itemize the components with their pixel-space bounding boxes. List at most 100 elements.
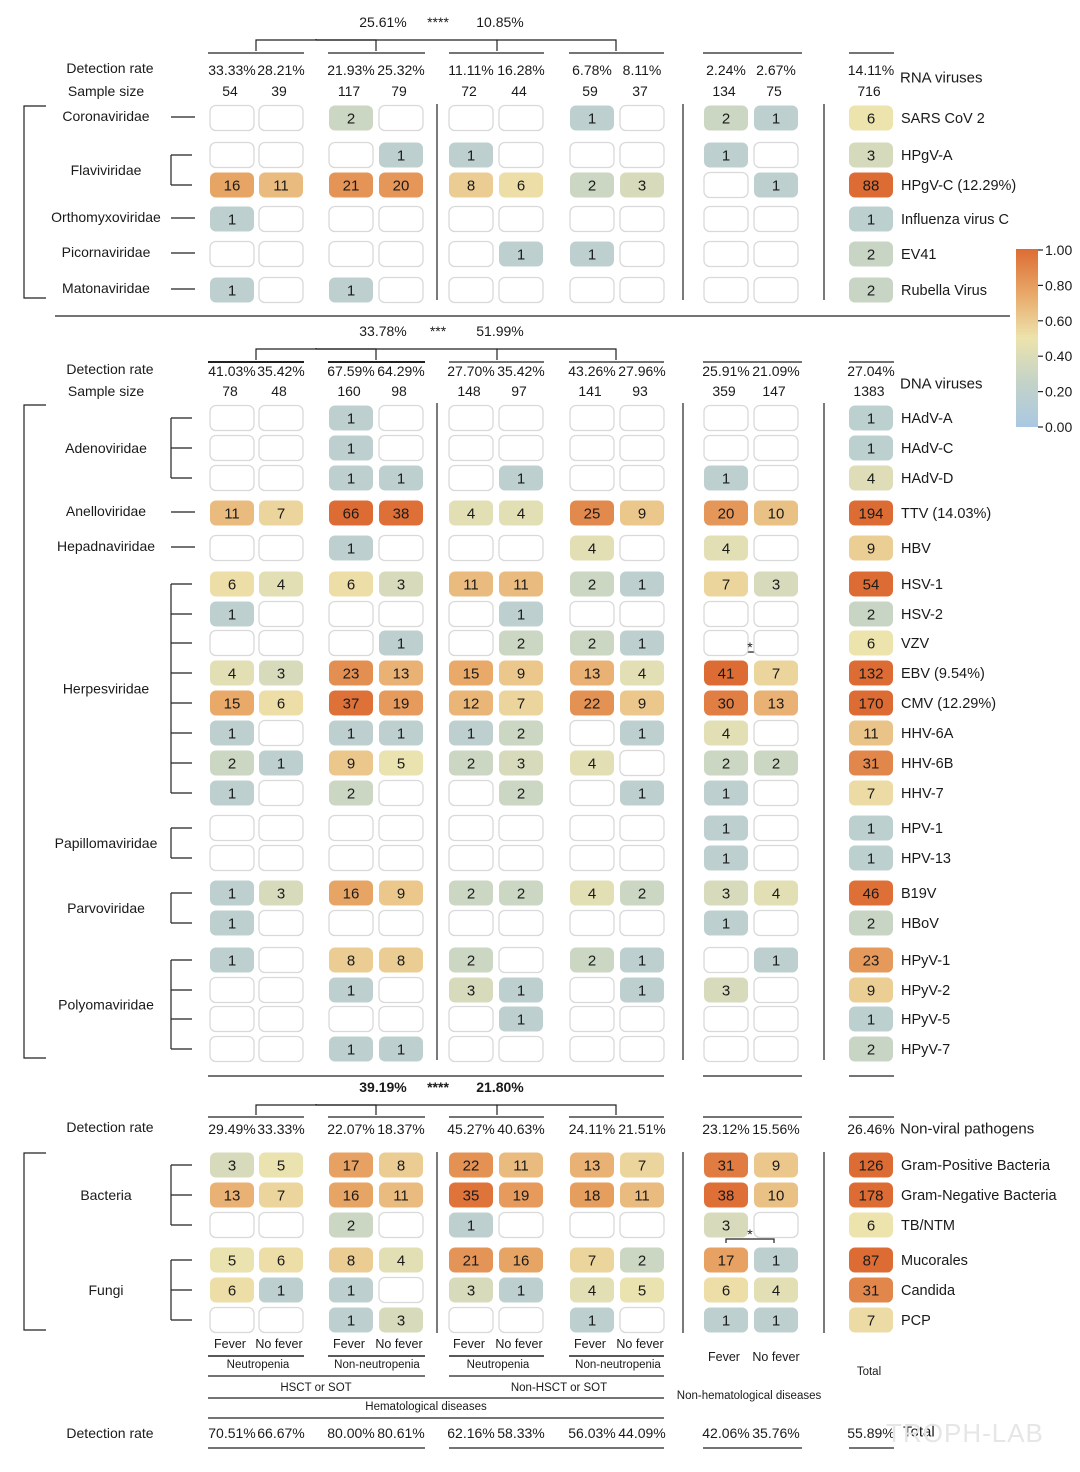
- total-value: 6: [867, 1218, 875, 1235]
- total-cell: [849, 435, 893, 461]
- cell-value: 35: [463, 1188, 480, 1205]
- heatmap-cell: [619, 240, 665, 268]
- heatmap-cell: [498, 276, 544, 304]
- heatmap-cell: [378, 1005, 424, 1033]
- heatmap-cell: [378, 1276, 424, 1304]
- heatmap-cell: [753, 240, 799, 268]
- cells-layer: [209, 104, 1038, 1334]
- cell-value: 9: [397, 886, 405, 903]
- heatmap-cell: [704, 1212, 748, 1238]
- total-detection-value: 66.67%: [257, 1425, 304, 1441]
- heatmap-cell: [329, 1212, 373, 1238]
- cell-value: 9: [772, 1158, 780, 1175]
- cell-value: 1: [517, 1012, 525, 1029]
- total-value: 6: [867, 111, 875, 128]
- comparison-bracket-left: [255, 1104, 377, 1115]
- cell-value: 4: [722, 726, 730, 743]
- pathogen-label: TTV (14.03%): [901, 506, 991, 522]
- heatmap-cell: [449, 720, 493, 746]
- pathogen-label: PCP: [901, 1313, 931, 1329]
- detection-rate-value: 27.96%: [618, 363, 665, 379]
- heatmap-cell: [329, 277, 373, 303]
- comparison-left-rate: 39.19%: [359, 1079, 407, 1095]
- cell-value: 11: [513, 1158, 529, 1175]
- cell-value: 1: [347, 983, 355, 1000]
- cell-value: 23: [343, 666, 360, 683]
- total-cell: [849, 630, 893, 656]
- heatmap-cell: [498, 534, 544, 562]
- total-value: 126: [858, 1158, 883, 1175]
- total-detection-value: 80.00%: [327, 1425, 374, 1441]
- heatmap-cell: [210, 750, 254, 776]
- heatmap-cell: [570, 105, 614, 131]
- comparison-left-rate: 33.78%: [359, 323, 406, 339]
- cell-value: 6: [277, 1253, 285, 1270]
- heatmap-cell: [329, 1277, 373, 1303]
- cell-value: 1: [347, 726, 355, 743]
- total-cell: [849, 690, 893, 716]
- cell-value: 8: [347, 953, 355, 970]
- heatmap-cell: [620, 500, 664, 526]
- cell-value: 1: [638, 786, 646, 803]
- heatmap-cell: [570, 500, 614, 526]
- sample-size-value: 359: [712, 383, 736, 399]
- heatmap-cell: [379, 465, 423, 491]
- cell-value: 4: [722, 541, 730, 558]
- heatmap-cell: [378, 205, 424, 233]
- heatmap-cell: [570, 172, 614, 198]
- heatmap-cell: [449, 172, 493, 198]
- pathogen-label: HPV-1: [901, 821, 943, 837]
- total-cell: [849, 405, 893, 431]
- cell-value: 1: [228, 886, 236, 903]
- cell-value: 1: [228, 916, 236, 933]
- detection-rate-value: 28.21%: [257, 62, 304, 78]
- heatmap-cell: [569, 434, 615, 462]
- heatmap-cell: [210, 571, 254, 597]
- pathogen-label: HHV-6A: [901, 726, 954, 742]
- heatmap-cell: [570, 1307, 614, 1333]
- cell-value: 3: [467, 1283, 475, 1300]
- cell-value: 6: [228, 577, 236, 594]
- cell-value: 31: [718, 1158, 735, 1175]
- heatmap-cell: [569, 909, 615, 937]
- heatmap-cell: [258, 434, 304, 462]
- fever-label: Fever: [214, 1337, 246, 1351]
- heatmap-cell: [570, 571, 614, 597]
- pathogen-label: EBV (9.54%): [901, 666, 985, 682]
- heatmap-cell: [259, 880, 303, 906]
- cell-value: 1: [722, 471, 730, 488]
- heatmap-cell: [258, 719, 304, 747]
- cell-value: 1: [228, 953, 236, 970]
- total-row-label: Total: [903, 1424, 935, 1441]
- heatmap-cell: [379, 880, 423, 906]
- comparison-bracket-left: [255, 348, 377, 360]
- cell-value: 2: [588, 953, 596, 970]
- cell-value: 1: [638, 636, 646, 653]
- cell-value: 2: [638, 1253, 646, 1270]
- cell-value: 16: [224, 178, 241, 195]
- heatmap-cell: [209, 1035, 255, 1063]
- heatmap-cell: [704, 571, 748, 597]
- cell-value: 4: [588, 541, 596, 558]
- cell-value: 2: [588, 636, 596, 653]
- fever-label: Fever: [453, 1337, 485, 1351]
- cell-value: 6: [277, 696, 285, 713]
- heatmap-cell: [209, 534, 255, 562]
- heatmap-cell: [259, 690, 303, 716]
- total-cell: [849, 1036, 893, 1062]
- heatmap-cell: [329, 172, 373, 198]
- heatmap-cell: [449, 750, 493, 776]
- total-cell: [849, 1307, 893, 1333]
- heatmap-cell: [570, 1182, 614, 1208]
- heatmap-cell: [499, 465, 543, 491]
- heatmap-cell: [329, 1247, 373, 1273]
- cell-value: 2: [347, 786, 355, 803]
- cell-value: 2: [467, 756, 475, 773]
- sample-size-value: 78: [222, 383, 238, 399]
- heatmap-cell: [328, 629, 374, 657]
- heatmap-cell: [328, 240, 374, 268]
- cell-value: 1: [228, 212, 236, 229]
- heatmap-cell: [258, 1211, 304, 1239]
- comparison-left-rate: 25.61%: [359, 14, 406, 30]
- total-value: 1: [867, 441, 875, 458]
